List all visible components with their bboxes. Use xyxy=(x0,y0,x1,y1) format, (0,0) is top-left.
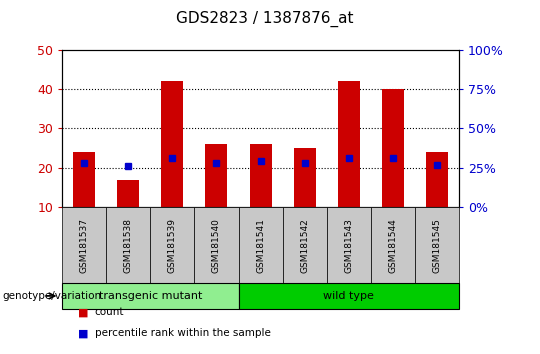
Bar xyxy=(161,81,184,207)
Text: count: count xyxy=(94,307,124,317)
Text: GSM181542: GSM181542 xyxy=(300,218,309,273)
Text: wild type: wild type xyxy=(323,291,374,301)
Text: percentile rank within the sample: percentile rank within the sample xyxy=(94,329,271,338)
Text: ■: ■ xyxy=(78,307,89,317)
Text: GSM181538: GSM181538 xyxy=(124,218,133,273)
Bar xyxy=(205,144,227,207)
Bar xyxy=(294,148,316,207)
Bar xyxy=(73,152,95,207)
Text: transgenic mutant: transgenic mutant xyxy=(99,291,202,301)
Bar xyxy=(249,144,272,207)
Bar xyxy=(426,152,448,207)
Bar xyxy=(382,89,404,207)
Text: GSM181543: GSM181543 xyxy=(345,218,353,273)
Text: GSM181539: GSM181539 xyxy=(168,218,177,273)
Text: GSM181541: GSM181541 xyxy=(256,218,265,273)
Text: GSM181540: GSM181540 xyxy=(212,218,221,273)
Bar xyxy=(117,179,139,207)
Text: GDS2823 / 1387876_at: GDS2823 / 1387876_at xyxy=(176,11,353,27)
Text: genotype/variation: genotype/variation xyxy=(3,291,102,301)
Text: ■: ■ xyxy=(78,329,89,338)
Text: GSM181544: GSM181544 xyxy=(388,218,397,273)
Text: GSM181545: GSM181545 xyxy=(433,218,441,273)
Text: GSM181537: GSM181537 xyxy=(80,218,89,273)
Bar xyxy=(338,81,360,207)
